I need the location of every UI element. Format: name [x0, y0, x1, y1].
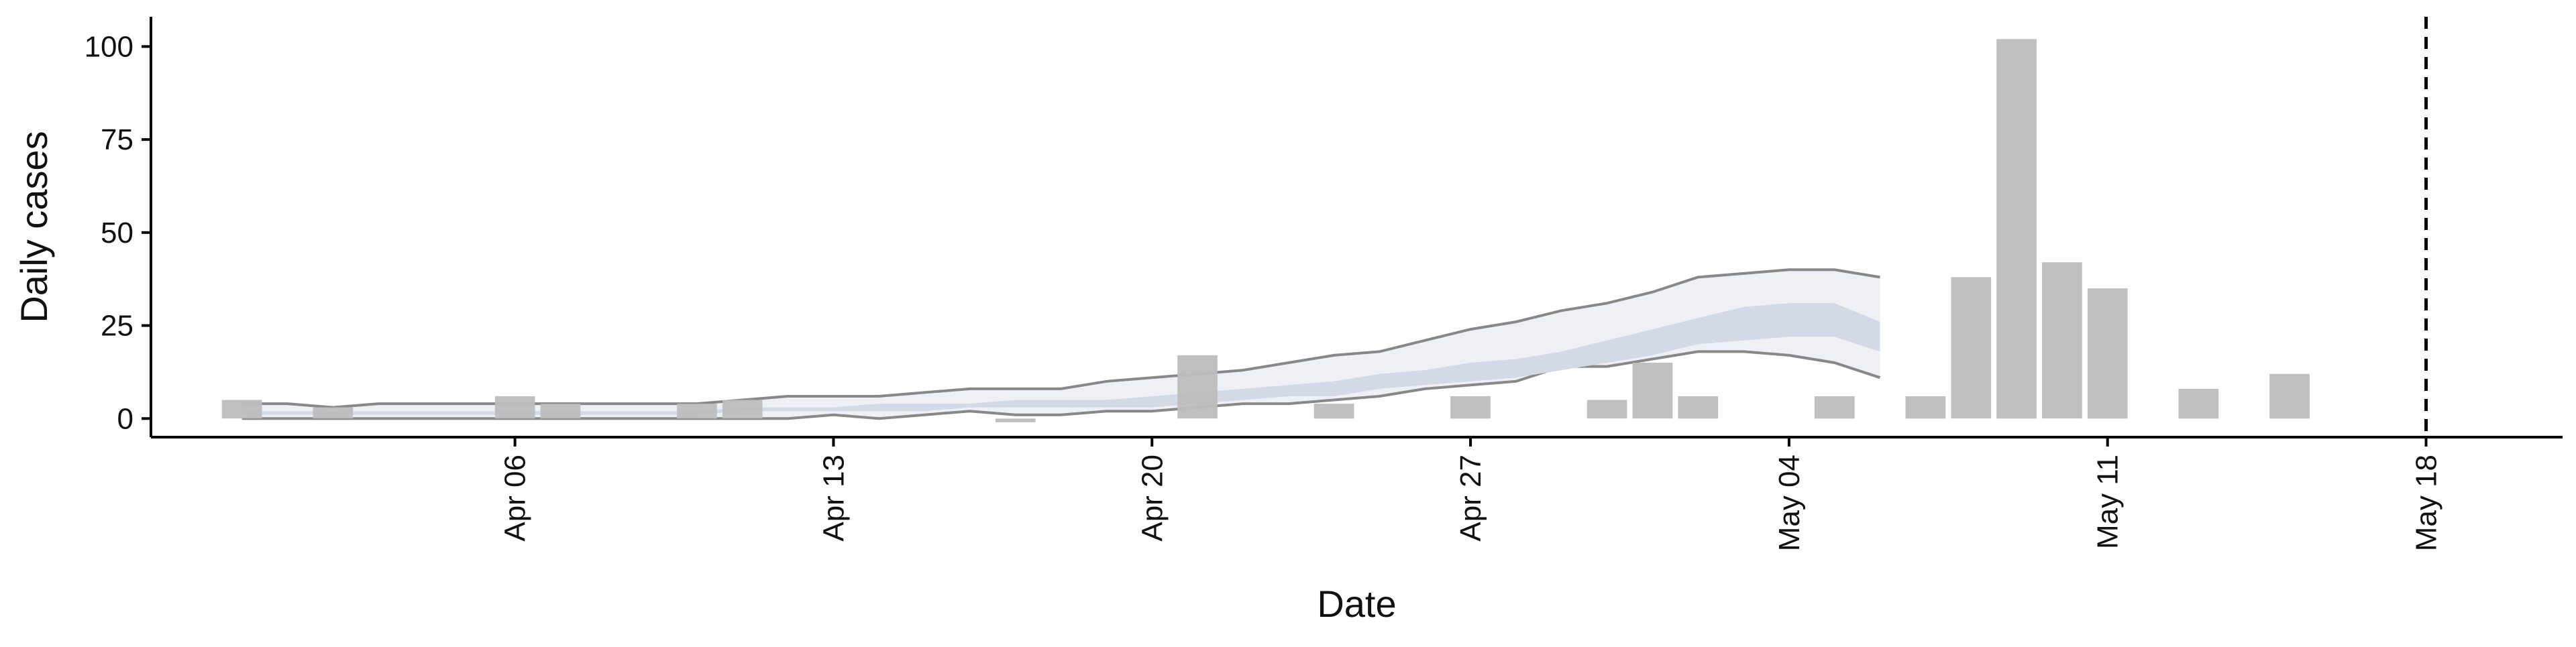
bar-2020-05-09 — [1996, 39, 2037, 419]
bar-2020-05-13 — [2178, 388, 2219, 419]
bar-2020-05-11 — [2087, 288, 2128, 419]
bar-2020-03-31 — [221, 400, 262, 419]
bar-2020-04-21 — [1177, 355, 1218, 419]
bar-2020-05-05 — [1814, 396, 1855, 419]
bar-2020-04-24 — [1313, 404, 1354, 419]
x-tick-label-2020-04-06: Apr 06 — [499, 455, 532, 542]
bar-2020-04-02 — [313, 407, 354, 419]
y-tick-label-100: 100 — [85, 30, 133, 63]
band-inner — [241, 303, 1880, 415]
y-axis-title: Daily cases — [13, 131, 55, 322]
bar-2020-04-07 — [540, 404, 581, 419]
bar-2020-04-06 — [494, 396, 535, 419]
bar-2020-05-07 — [1905, 396, 1946, 419]
bar-2020-05-10 — [2042, 262, 2082, 419]
bar-2020-05-08 — [1951, 277, 1992, 419]
y-tick-label-25: 25 — [101, 310, 133, 343]
bar-2020-04-10 — [677, 404, 717, 419]
y-tick-label-50: 50 — [101, 217, 133, 249]
bar-2020-04-17 — [995, 418, 1036, 422]
axes: 0 25 50 75 100 Apr 06 Apr 13 Apr 20 Apr 27 May 04… — [85, 17, 2563, 551]
x-tick-label-2020-05-18: May 18 — [2410, 455, 2443, 551]
x-axis-title: Date — [1317, 583, 1396, 625]
case-bars — [221, 39, 2310, 422]
y-tick-label-0: 0 — [117, 402, 133, 435]
x-tick-label-2020-04-20: Apr 20 — [1136, 455, 1169, 542]
bar-2020-04-11 — [722, 400, 763, 419]
bar-2020-05-02 — [1678, 396, 1719, 419]
x-tick-label-2020-04-13: Apr 13 — [817, 455, 850, 542]
y-tick-label-75: 75 — [101, 123, 133, 156]
x-tick-label-2020-05-04: May 04 — [1773, 455, 1806, 551]
x-tick-label-2020-04-27: Apr 27 — [1454, 455, 1487, 542]
bar-2020-04-27 — [1450, 396, 1491, 419]
bar-2020-04-30 — [1587, 400, 1627, 419]
bar-2020-05-01 — [1632, 363, 1673, 419]
bar-2020-05-15 — [2269, 373, 2310, 419]
x-tick-label-2020-05-11: May 11 — [2092, 455, 2125, 549]
